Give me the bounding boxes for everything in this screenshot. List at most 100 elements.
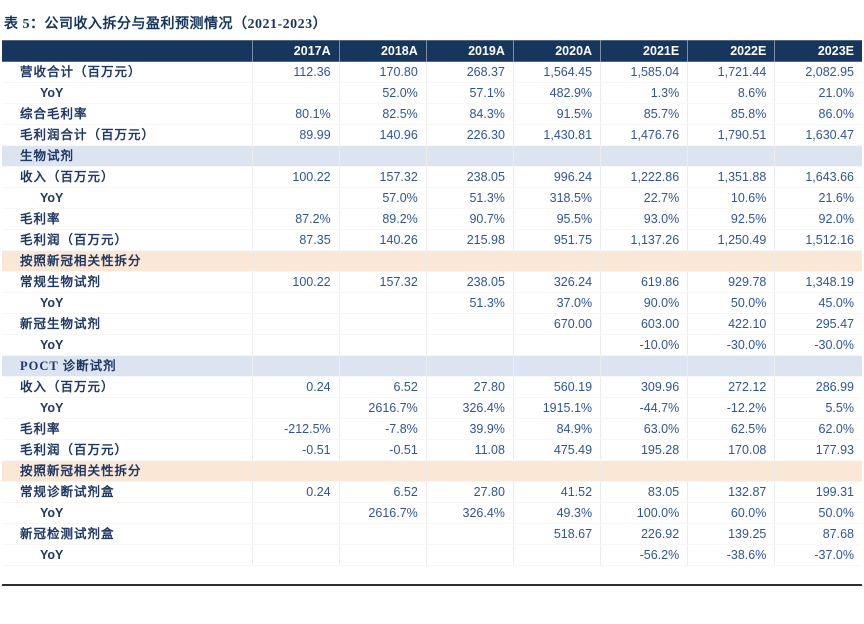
- value-cell: [425, 355, 514, 377]
- value-cell: 1,564.45: [512, 62, 601, 83]
- value-cell: 11.08: [425, 439, 514, 461]
- value-cell: [512, 544, 601, 566]
- table-row: 毛利率 -212.5% -7.8% 39.9% 84.9% 63.0% 62.5% 62.0%: [2, 418, 862, 440]
- row-label: 毛利率: [2, 419, 252, 440]
- value-cell: 90.0%: [600, 292, 688, 314]
- section-row: POCT 诊断试剂: [2, 355, 862, 377]
- value-cell: -44.7%: [600, 397, 688, 419]
- value-cell: 60.0%: [687, 502, 775, 524]
- value-cell: 92.5%: [687, 208, 775, 230]
- value-cell: 50.0%: [687, 292, 775, 314]
- value-cell: 226.30: [425, 124, 514, 146]
- row-label: YoY: [2, 293, 252, 314]
- value-cell: 1,222.86: [600, 166, 688, 188]
- value-cell: [600, 355, 688, 377]
- value-cell: 140.26: [338, 229, 427, 251]
- value-cell: -12.2%: [687, 397, 775, 419]
- value-cell: [774, 250, 862, 272]
- row-label: YoY: [2, 335, 252, 356]
- value-cell: -0.51: [338, 439, 427, 461]
- value-cell: 929.78: [687, 271, 775, 293]
- table-title: 表 5：公司收入拆分与盈利预测情况（2021-2023）: [4, 17, 328, 32]
- header-year-cell: 2018A: [338, 40, 427, 62]
- value-cell: 1.3%: [600, 82, 688, 104]
- value-cell: 226.92: [600, 523, 688, 545]
- value-cell: [687, 355, 775, 377]
- row-label: 新冠检测试剂盒: [2, 524, 252, 545]
- header-year-cell: 2023E: [774, 40, 862, 62]
- value-cell: 238.05: [425, 271, 514, 293]
- table-row: YoY 52.0% 57.1% 482.9% 1.3% 8.6% 21.0%: [2, 82, 862, 104]
- value-cell: [512, 145, 601, 167]
- value-cell: 170.80: [338, 62, 427, 83]
- value-cell: 951.75: [512, 229, 601, 251]
- row-label: 常规诊断试剂盒: [2, 482, 252, 503]
- value-cell: 84.3%: [425, 103, 514, 125]
- value-cell: [425, 460, 514, 482]
- value-cell: -37.0%: [774, 544, 862, 566]
- value-cell: 1,630.47: [774, 124, 862, 146]
- value-cell: 90.7%: [425, 208, 514, 230]
- value-cell: 89.99: [251, 124, 340, 146]
- value-cell: [512, 460, 601, 482]
- value-cell: 63.0%: [600, 418, 688, 440]
- value-cell: 518.67: [512, 523, 601, 545]
- table-row: 新冠生物试剂 670.00 603.00 422.10 295.47: [2, 313, 862, 335]
- row-label: 按照新冠相关性拆分: [2, 460, 252, 482]
- revenue-forecast-table: 2017A 2018A 2019A 2020A 2021E 2022E 2023E 营收合计…: [2, 40, 862, 566]
- value-cell: 62.5%: [687, 418, 775, 440]
- value-cell: 83.05: [600, 481, 688, 503]
- value-cell: 21.6%: [774, 187, 862, 209]
- value-cell: [338, 334, 427, 356]
- bottom-rule: [2, 584, 862, 586]
- row-label: 收入（百万元）: [2, 377, 252, 398]
- value-cell: 560.19: [512, 376, 601, 398]
- value-cell: 87.2%: [251, 208, 340, 230]
- value-cell: 1,351.88: [687, 166, 775, 188]
- value-cell: [251, 460, 340, 482]
- value-cell: -7.8%: [338, 418, 427, 440]
- value-cell: 27.80: [425, 376, 514, 398]
- header-year-cell: 2020A: [512, 40, 601, 62]
- value-cell: [425, 334, 514, 356]
- value-cell: 170.08: [687, 439, 775, 461]
- value-cell: 37.0%: [512, 292, 601, 314]
- section-row: 按照新冠相关性拆分: [2, 250, 862, 272]
- value-cell: [774, 145, 862, 167]
- value-cell: 27.80: [425, 481, 514, 503]
- value-cell: [774, 460, 862, 482]
- row-label: POCT 诊断试剂: [2, 355, 252, 377]
- value-cell: 2616.7%: [338, 502, 427, 524]
- value-cell: 10.6%: [687, 187, 775, 209]
- value-cell: 100.0%: [600, 502, 688, 524]
- value-cell: 100.22: [251, 166, 340, 188]
- value-cell: 1,137.26: [600, 229, 688, 251]
- value-cell: 51.3%: [425, 292, 514, 314]
- value-cell: [251, 82, 340, 104]
- row-label: 新冠生物试剂: [2, 314, 252, 335]
- value-cell: [600, 250, 688, 272]
- header-year-cell: 2021E: [600, 40, 688, 62]
- value-cell: 177.93: [774, 439, 862, 461]
- value-cell: 139.25: [687, 523, 775, 545]
- value-cell: 92.0%: [774, 208, 862, 230]
- value-cell: -212.5%: [251, 418, 340, 440]
- row-label: 毛利润合计（百万元）: [2, 125, 252, 146]
- value-cell: 286.99: [774, 376, 862, 398]
- value-cell: 22.7%: [600, 187, 688, 209]
- value-cell: [251, 250, 340, 272]
- value-cell: 86.0%: [774, 103, 862, 125]
- value-cell: [251, 145, 340, 167]
- value-cell: 482.9%: [512, 82, 601, 104]
- section-row: 生物试剂: [2, 145, 862, 167]
- value-cell: [425, 145, 514, 167]
- value-cell: [338, 313, 427, 335]
- value-cell: -0.51: [251, 439, 340, 461]
- value-cell: 0.24: [251, 376, 340, 398]
- value-cell: 326.4%: [425, 502, 514, 524]
- value-cell: 57.1%: [425, 82, 514, 104]
- row-label: YoY: [2, 398, 252, 419]
- value-cell: 1,250.49: [687, 229, 775, 251]
- value-cell: [338, 250, 427, 272]
- value-cell: 84.9%: [512, 418, 601, 440]
